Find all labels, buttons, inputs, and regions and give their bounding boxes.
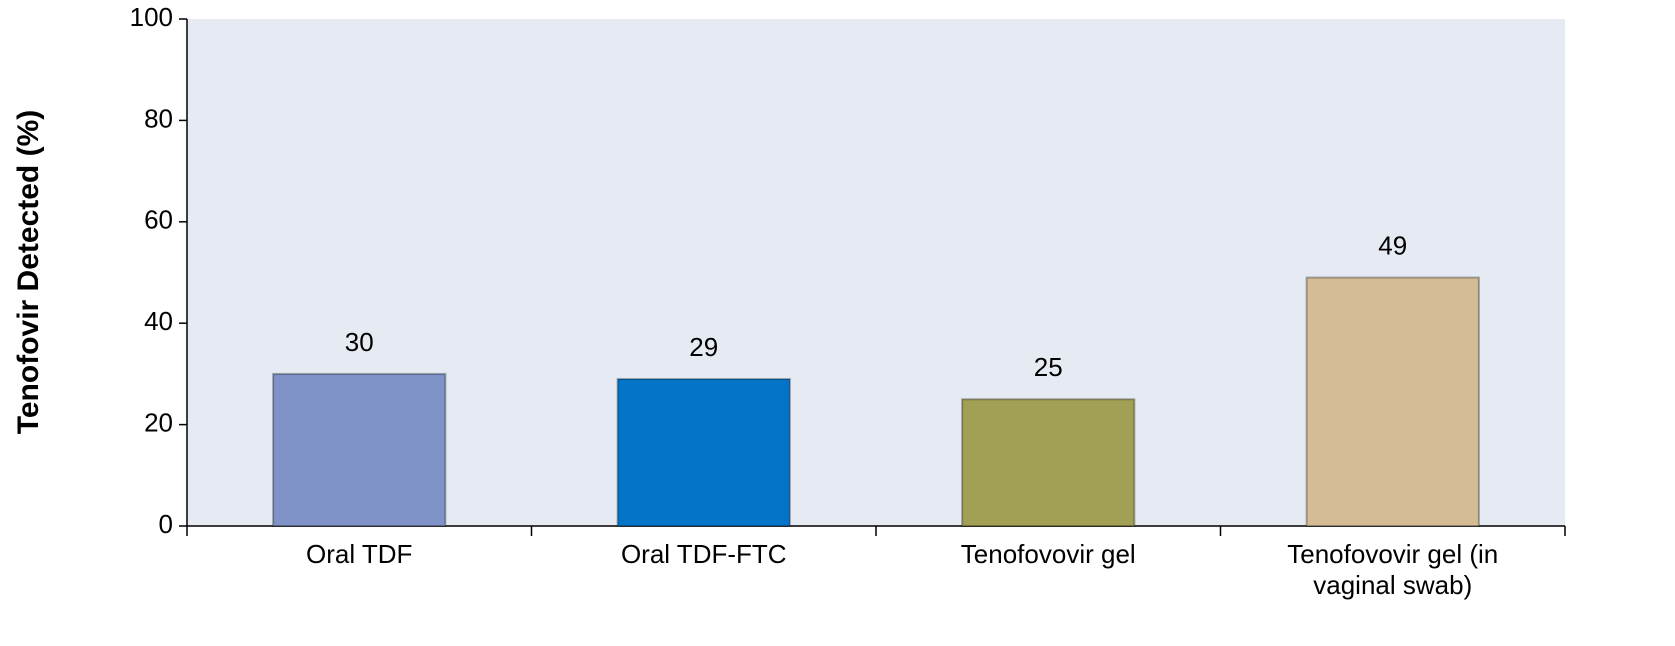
- y-axis-label: Tenofovir Detected (%): [12, 110, 45, 434]
- bar: [1305, 276, 1480, 527]
- y-tick-label: 80: [144, 103, 173, 133]
- data-label: 30: [345, 327, 374, 357]
- x-tick-label: Tenofovovir gel: [960, 539, 1136, 569]
- y-tick-label: 100: [130, 2, 173, 32]
- x-tick-label: Tenofovovir gel (in vaginal swab): [1287, 539, 1499, 600]
- x-tick-label: Oral TDF-FTC: [620, 539, 787, 569]
- bar: [961, 398, 1136, 527]
- y-tick-label: 40: [144, 306, 173, 336]
- x-tick-label: Oral TDF: [306, 539, 413, 569]
- data-label: 49: [1378, 230, 1407, 260]
- y-tick-label: 60: [144, 205, 173, 235]
- y-tick-label: 20: [144, 407, 173, 437]
- data-label: 25: [1034, 352, 1063, 382]
- data-label: 29: [689, 332, 718, 362]
- bar: [616, 377, 791, 527]
- y-tick-label: 0: [159, 509, 173, 539]
- bar: [272, 372, 447, 527]
